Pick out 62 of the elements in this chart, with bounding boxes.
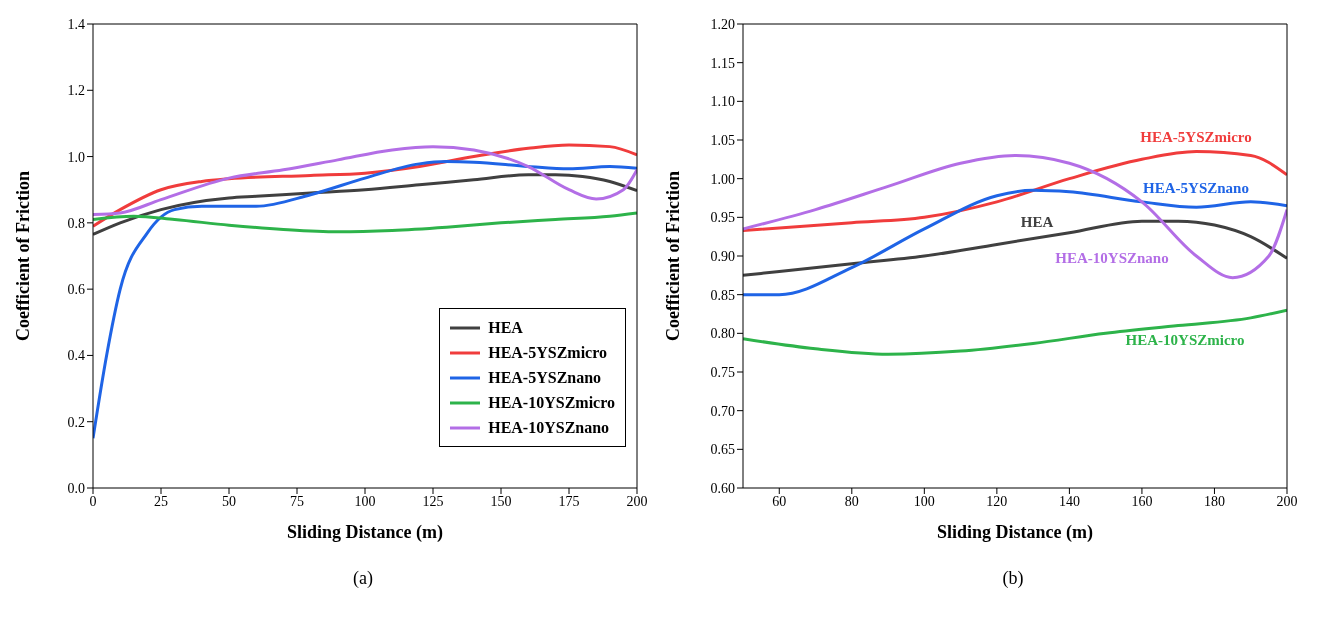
y-axis-title: Coefficient of Friction bbox=[13, 171, 34, 341]
y-tick-label: 0.0 bbox=[67, 480, 85, 496]
legend-label: HEA-5YSZmicro bbox=[488, 343, 607, 363]
y-tick-label: 0.75 bbox=[710, 364, 735, 380]
x-tick-label: 80 bbox=[844, 493, 859, 509]
y-tick-label: 1.05 bbox=[710, 132, 735, 148]
y-tick-label: 0.95 bbox=[710, 210, 735, 226]
series-label: HEA-10YSZmicro bbox=[1125, 332, 1245, 349]
x-tick-label: 75 bbox=[290, 493, 304, 509]
legend-label: HEA bbox=[488, 318, 523, 338]
series-label: HEA-5YSZmicro bbox=[1140, 128, 1252, 145]
series-label: HEA bbox=[1020, 214, 1054, 231]
series-label: HEA-5YSZnano bbox=[1143, 179, 1249, 196]
y-tick-label: 1.0 bbox=[67, 149, 85, 165]
line-series bbox=[743, 150, 1287, 232]
y-tick-label: 0.60 bbox=[710, 480, 735, 496]
x-tick-label: 180 bbox=[1203, 493, 1225, 509]
line-series bbox=[743, 153, 1287, 280]
x-tick-label: 25 bbox=[154, 493, 168, 509]
legend-label: HEA-10YSZmicro bbox=[488, 393, 615, 413]
x-tick-label: 175 bbox=[558, 493, 580, 509]
x-axis-title: Sliding Distance (m) bbox=[286, 522, 444, 543]
y-axis-title: Coefficient of Friction bbox=[663, 171, 684, 341]
x-tick-label: 50 bbox=[222, 493, 236, 509]
x-tick-label: 60 bbox=[772, 493, 787, 509]
x-tick-label: 100 bbox=[913, 493, 935, 509]
y-tick-label: 1.2 bbox=[67, 83, 85, 99]
legend-label: HEA-10YSZnano bbox=[488, 418, 610, 438]
y-tick-label: 0.4 bbox=[67, 348, 85, 364]
y-tick-label: 0.65 bbox=[710, 442, 735, 458]
line-series bbox=[743, 308, 1287, 356]
line-series bbox=[93, 211, 637, 234]
series-label: HEA-10YSZnano bbox=[1055, 249, 1169, 266]
y-tick-label: 0.80 bbox=[710, 326, 735, 342]
x-tick-label: 120 bbox=[986, 493, 1008, 509]
y-tick-label: 0.70 bbox=[710, 403, 735, 419]
line-series bbox=[743, 219, 1287, 277]
text: (a) bbox=[352, 568, 374, 589]
line-series bbox=[93, 160, 637, 440]
x-tick-label: 0 bbox=[89, 493, 97, 509]
y-tick-label: 0.2 bbox=[67, 414, 85, 430]
y-tick-label: 0.85 bbox=[710, 287, 735, 303]
y-tick-label: 0.6 bbox=[67, 282, 85, 298]
text: (b) bbox=[1001, 568, 1025, 589]
x-tick-label: 150 bbox=[490, 493, 512, 509]
line-series bbox=[93, 145, 637, 217]
x-tick-label: 200 bbox=[1276, 493, 1298, 509]
legend-label: HEA-5YSZnano bbox=[488, 368, 602, 388]
y-tick-label: 1.10 bbox=[710, 94, 735, 110]
x-tick-label: 100 bbox=[354, 493, 376, 509]
x-tick-label: 200 bbox=[626, 493, 648, 509]
x-tick-label: 160 bbox=[1131, 493, 1153, 509]
x-axis-title: Sliding Distance (m) bbox=[936, 522, 1094, 543]
y-tick-label: 1.4 bbox=[67, 16, 85, 32]
x-tick-label: 140 bbox=[1058, 493, 1080, 509]
x-tick-label: 125 bbox=[422, 493, 444, 509]
y-tick-label: 1.20 bbox=[710, 16, 735, 32]
y-tick-label: 0.8 bbox=[67, 215, 85, 231]
y-tick-label: 1.15 bbox=[710, 55, 735, 71]
line-series bbox=[93, 173, 637, 236]
y-tick-label: 1.00 bbox=[710, 171, 735, 187]
y-tick-label: 0.90 bbox=[710, 248, 735, 264]
